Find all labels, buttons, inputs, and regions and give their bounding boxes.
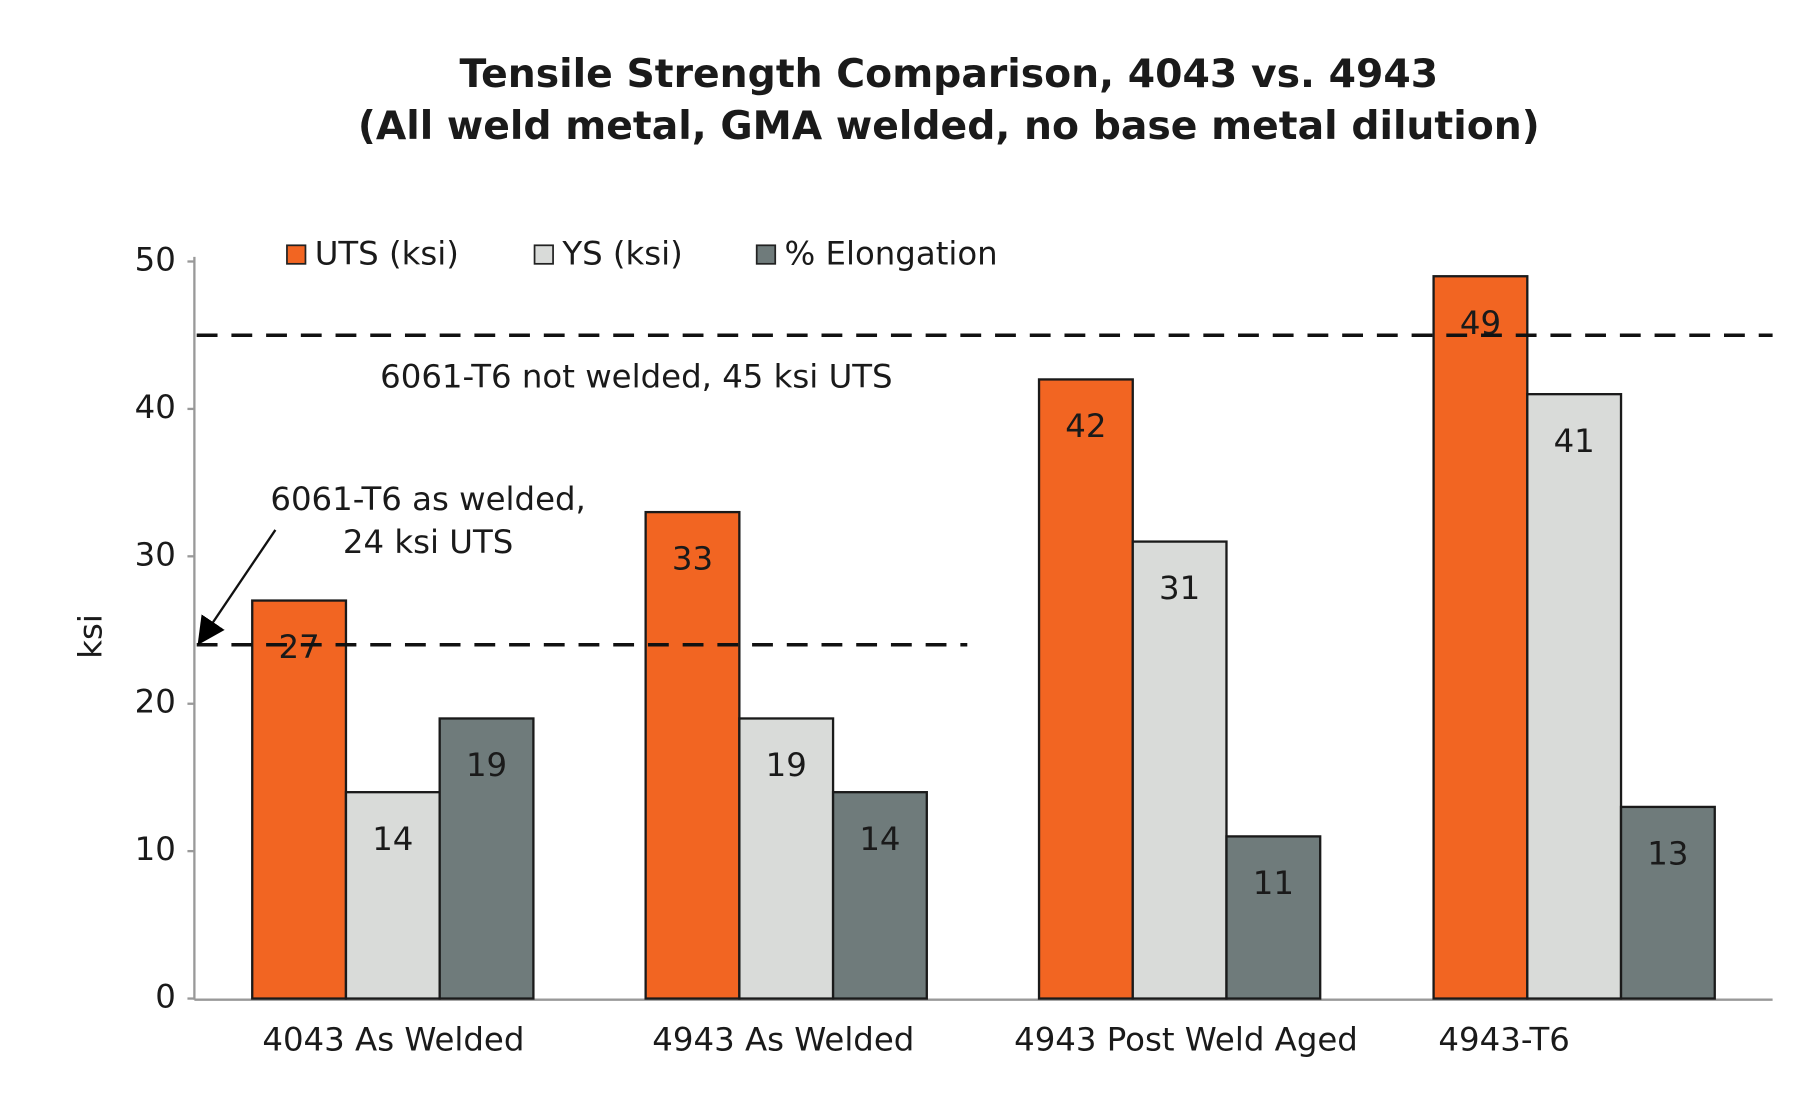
annotation: 6061-T6 not welded, 45 ksi UTS (380, 357, 892, 395)
bar (1432, 275, 1529, 1000)
annotation-arrow (197, 529, 277, 646)
legend-label: UTS (ksi) (315, 235, 459, 273)
bar (1225, 835, 1322, 1000)
value-label: 19 (466, 746, 507, 784)
chart-subtitle: (All weld metal, GMA welded, no base met… (358, 103, 1540, 149)
value-label: 41 (1554, 422, 1595, 460)
y-tick-label: 50 (135, 241, 176, 279)
legend-label: % Elongation (784, 235, 997, 273)
legend-swatch (533, 244, 554, 265)
value-label: 33 (672, 540, 713, 578)
chart-title: Tensile Strength Comparison, 4043 vs. 49… (459, 51, 1438, 97)
annotation: 6061-T6 as welded, (270, 480, 585, 518)
bar (831, 791, 928, 1000)
bar (344, 791, 441, 1000)
value-label: 31 (1159, 569, 1200, 607)
y-tick-label: 10 (135, 830, 176, 868)
value-label: 42 (1065, 407, 1106, 445)
y-tick-label: 40 (135, 388, 176, 426)
value-label: 27 (278, 628, 319, 666)
x-tick-label: 4943 Post Weld Aged (1014, 1020, 1358, 1058)
bar (1037, 378, 1134, 1000)
value-label: 19 (766, 746, 807, 784)
x-tick-label: 4943 As Welded (652, 1020, 914, 1058)
bar (438, 717, 535, 1000)
y-tick-label: 0 (155, 978, 176, 1016)
y-tick-label: 20 (135, 683, 176, 721)
value-label: 11 (1253, 864, 1294, 902)
legend-swatch (286, 244, 307, 265)
bar (1131, 540, 1228, 1000)
bar (251, 599, 348, 1000)
bar (1619, 805, 1716, 1000)
value-label: 13 (1647, 835, 1688, 873)
value-label: 14 (372, 820, 413, 858)
legend-label: YS (ksi) (561, 235, 683, 273)
annotation: 24 ksi UTS (343, 523, 513, 561)
x-tick-label: 4943-T6 (1438, 1020, 1569, 1058)
bar (644, 510, 741, 1000)
y-tick-label: 30 (135, 535, 176, 573)
legend-swatch (755, 244, 777, 265)
x-tick-label: 4043 As Welded (262, 1020, 524, 1058)
y-axis-label: ksi (72, 614, 110, 659)
value-label: 14 (859, 820, 900, 858)
bar (1526, 393, 1623, 1000)
